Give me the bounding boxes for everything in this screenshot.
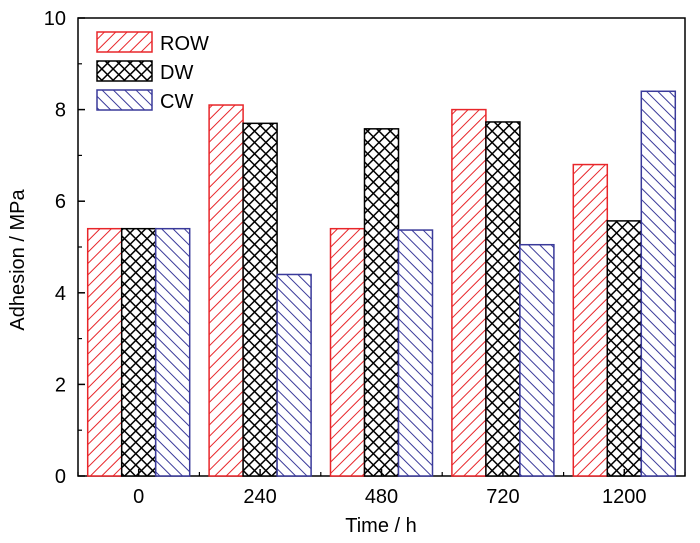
legend-swatch-row [96,31,153,53]
bar-dw-240 [242,122,278,477]
bar-dw-720 [485,121,521,477]
legend-label-row: ROW [160,33,209,55]
bar-row-480 [329,227,366,477]
bar-dw-480 [363,128,400,477]
x-tick-label: 240 [243,486,276,508]
legend-swatch-cw [96,89,153,111]
y-tick-label: 4 [55,283,66,305]
legend-label-dw: DW [160,62,193,84]
bar-dw-0 [120,227,157,477]
x-tick-label: 480 [365,486,398,508]
bar-cw-1200 [640,90,677,477]
bars-layer [86,90,677,477]
y-tick-label: 2 [55,374,66,396]
y-tick-label: 8 [55,100,66,122]
legend-swatch-dw [96,60,153,82]
bar-row-0 [86,227,123,477]
x-axis: 0 240 480 720 1200 [77,469,686,508]
legend-label-cw: CW [160,91,193,113]
y-tick-label: 6 [55,191,66,213]
y-tick-label: 10 [44,8,66,30]
y-axis-label: Adhesion / MPa [7,189,29,331]
x-tick-label: 1200 [602,486,647,508]
bar-cw-0 [154,227,191,477]
x-tick-label: 0 [133,486,144,508]
bar-row-720 [451,108,487,477]
x-tick-label: 720 [486,486,519,508]
bar-cw-480 [397,229,434,477]
y-axis: 0 2 4 6 8 10 [44,8,85,488]
x-axis-label: Time / h [345,515,417,537]
bar-cw-240 [276,273,312,477]
bar-cw-720 [519,243,555,477]
legend: ROW DW CW [96,31,209,113]
bar-row-1200 [572,163,609,477]
bar-dw-1200 [606,220,643,477]
bar-row-240 [208,104,244,477]
y-tick-label: 0 [55,466,66,488]
